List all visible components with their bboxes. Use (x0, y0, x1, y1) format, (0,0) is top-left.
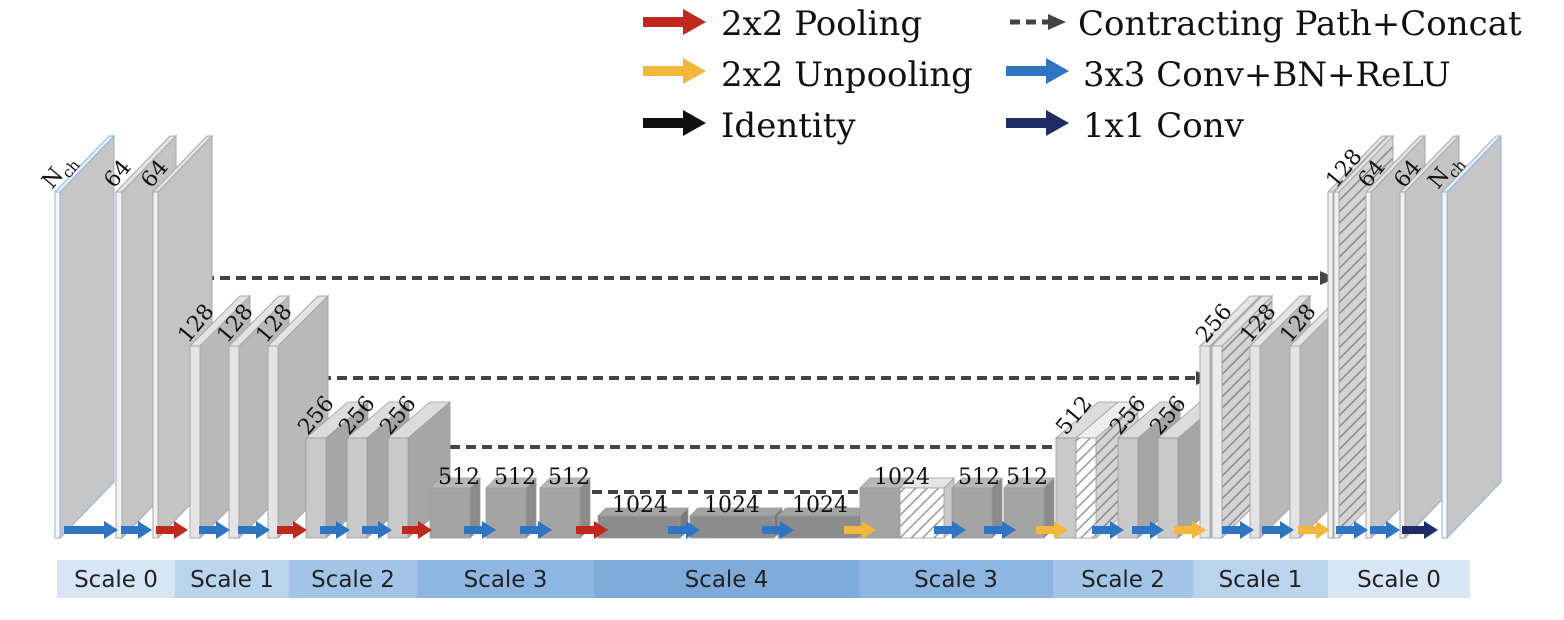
dashed-arrow-icon (1010, 14, 1066, 30)
scale-segment: Scale 3 (859, 560, 1053, 598)
scale-label: Scale 3 (464, 567, 548, 593)
conv3-arrow (64, 521, 118, 539)
conv3-arrow (520, 521, 552, 539)
conv3-arrow (121, 521, 152, 539)
legend-contracting-label: Contracting Path+Concat (1078, 4, 1522, 44)
pool-arrow (156, 521, 188, 539)
label-dec3-conv1: 512 (958, 465, 1000, 490)
output-layer (1440, 134, 1503, 540)
scale-segment: Scale 0 (1328, 560, 1470, 598)
legend-conv1-label: 1x1 Conv (1083, 106, 1245, 146)
legend-pooling: 2x2 Pooling (643, 4, 922, 44)
layers (53, 134, 1503, 540)
conv3-arrow-icon (1006, 58, 1069, 84)
conv3-arrow (1262, 521, 1294, 539)
conv3-arrow (984, 521, 1016, 539)
scale-label: Scale 0 (1357, 567, 1441, 593)
unpool-arrow (1174, 521, 1206, 539)
enc3-conv1 (429, 477, 481, 539)
label-bottleneck-conv3: 1024 (792, 493, 848, 518)
conv3-arrow (199, 521, 230, 539)
legend-identity: Identity (643, 106, 856, 146)
label-bottleneck-conv2: 1024 (704, 493, 760, 518)
input-layer (53, 134, 116, 540)
label-dec3-conv2: 512 (1006, 465, 1048, 490)
enc3-conv3 (539, 477, 591, 539)
scale-bar: Scale 0 Scale 1 Scale 2 Scale 3 Scale 4 Scale… (57, 560, 1470, 598)
conv3-arrow (320, 521, 350, 539)
unpool-arrow (844, 521, 876, 539)
pool-arrow (402, 521, 432, 539)
legend-unpooling-label: 2x2 Unpooling (721, 55, 973, 95)
scale-label: Scale 1 (1219, 567, 1303, 593)
scale-label: Scale 2 (311, 567, 395, 593)
scale-segment: Scale 3 (417, 560, 594, 598)
scale-segment: Scale 1 (175, 560, 289, 598)
legend-conv3-label: 3x3 Conv+BN+ReLU (1083, 55, 1451, 95)
pool-arrow (576, 521, 608, 539)
conv3-arrow (1222, 521, 1254, 539)
legend-pooling-label: 2x2 Pooling (721, 4, 922, 44)
label-bottleneck-conv1: 1024 (612, 493, 668, 518)
bottleneck-conv1 (597, 507, 689, 539)
pool-arrow (277, 521, 307, 539)
dec3-conv1 (951, 477, 1003, 539)
conv3-arrow (934, 521, 966, 539)
flow-arrows (64, 521, 1438, 539)
conv3-arrow (762, 521, 794, 539)
conv3-arrow (1132, 521, 1164, 539)
scale-label: Scale 4 (685, 567, 769, 593)
unpooling-arrow-icon (643, 58, 706, 84)
scale-label: Scale 0 (74, 567, 158, 593)
conv3-arrow (1092, 521, 1124, 539)
scale-label: Scale 2 (1081, 567, 1165, 593)
pooling-arrow-icon (643, 9, 706, 35)
conv3-arrow (362, 521, 392, 539)
scale-segment: Scale 0 (57, 560, 175, 598)
scale-segment: Scale 2 (1053, 560, 1193, 598)
scale-segment: Scale 2 (289, 560, 417, 598)
label-dec3-concat: 1024 (874, 465, 930, 490)
scale-label: Scale 1 (190, 567, 274, 593)
conv3-arrow (668, 521, 700, 539)
legend-conv3: 3x3 Conv+BN+ReLU (1006, 55, 1451, 95)
legend-conv1: 1x1 Conv (1006, 106, 1245, 146)
unpool-arrow (1298, 521, 1330, 539)
label-enc3-conv2: 512 (494, 465, 536, 490)
enc3-conv2 (485, 477, 537, 539)
conv3-arrow (464, 521, 496, 539)
conv3-arrow (1336, 521, 1368, 539)
scale-segment: Scale 1 (1193, 560, 1328, 598)
conv3-arrow (1370, 521, 1400, 539)
legend-contracting: Contracting Path+Concat (1010, 4, 1522, 44)
label-enc3-conv1: 512 (438, 465, 480, 490)
legend-identity-label: Identity (721, 106, 856, 146)
conv1-arrow (1402, 521, 1438, 539)
bottleneck-conv2 (689, 507, 783, 539)
unpool-arrow (1036, 521, 1068, 539)
scale-label: Scale 3 (914, 567, 998, 593)
conv3-arrow (238, 521, 270, 539)
conv1-arrow-icon (1006, 110, 1069, 136)
legend-unpooling: 2x2 Unpooling (643, 55, 973, 95)
skip-connections (188, 276, 1322, 494)
identity-arrow-icon (643, 110, 706, 136)
label-enc3-conv3: 512 (548, 465, 590, 490)
legend: 2x2 Pooling 2x2 Unpooling Identity Contr… (643, 4, 1522, 146)
scale-segment: Scale 4 (594, 560, 859, 598)
